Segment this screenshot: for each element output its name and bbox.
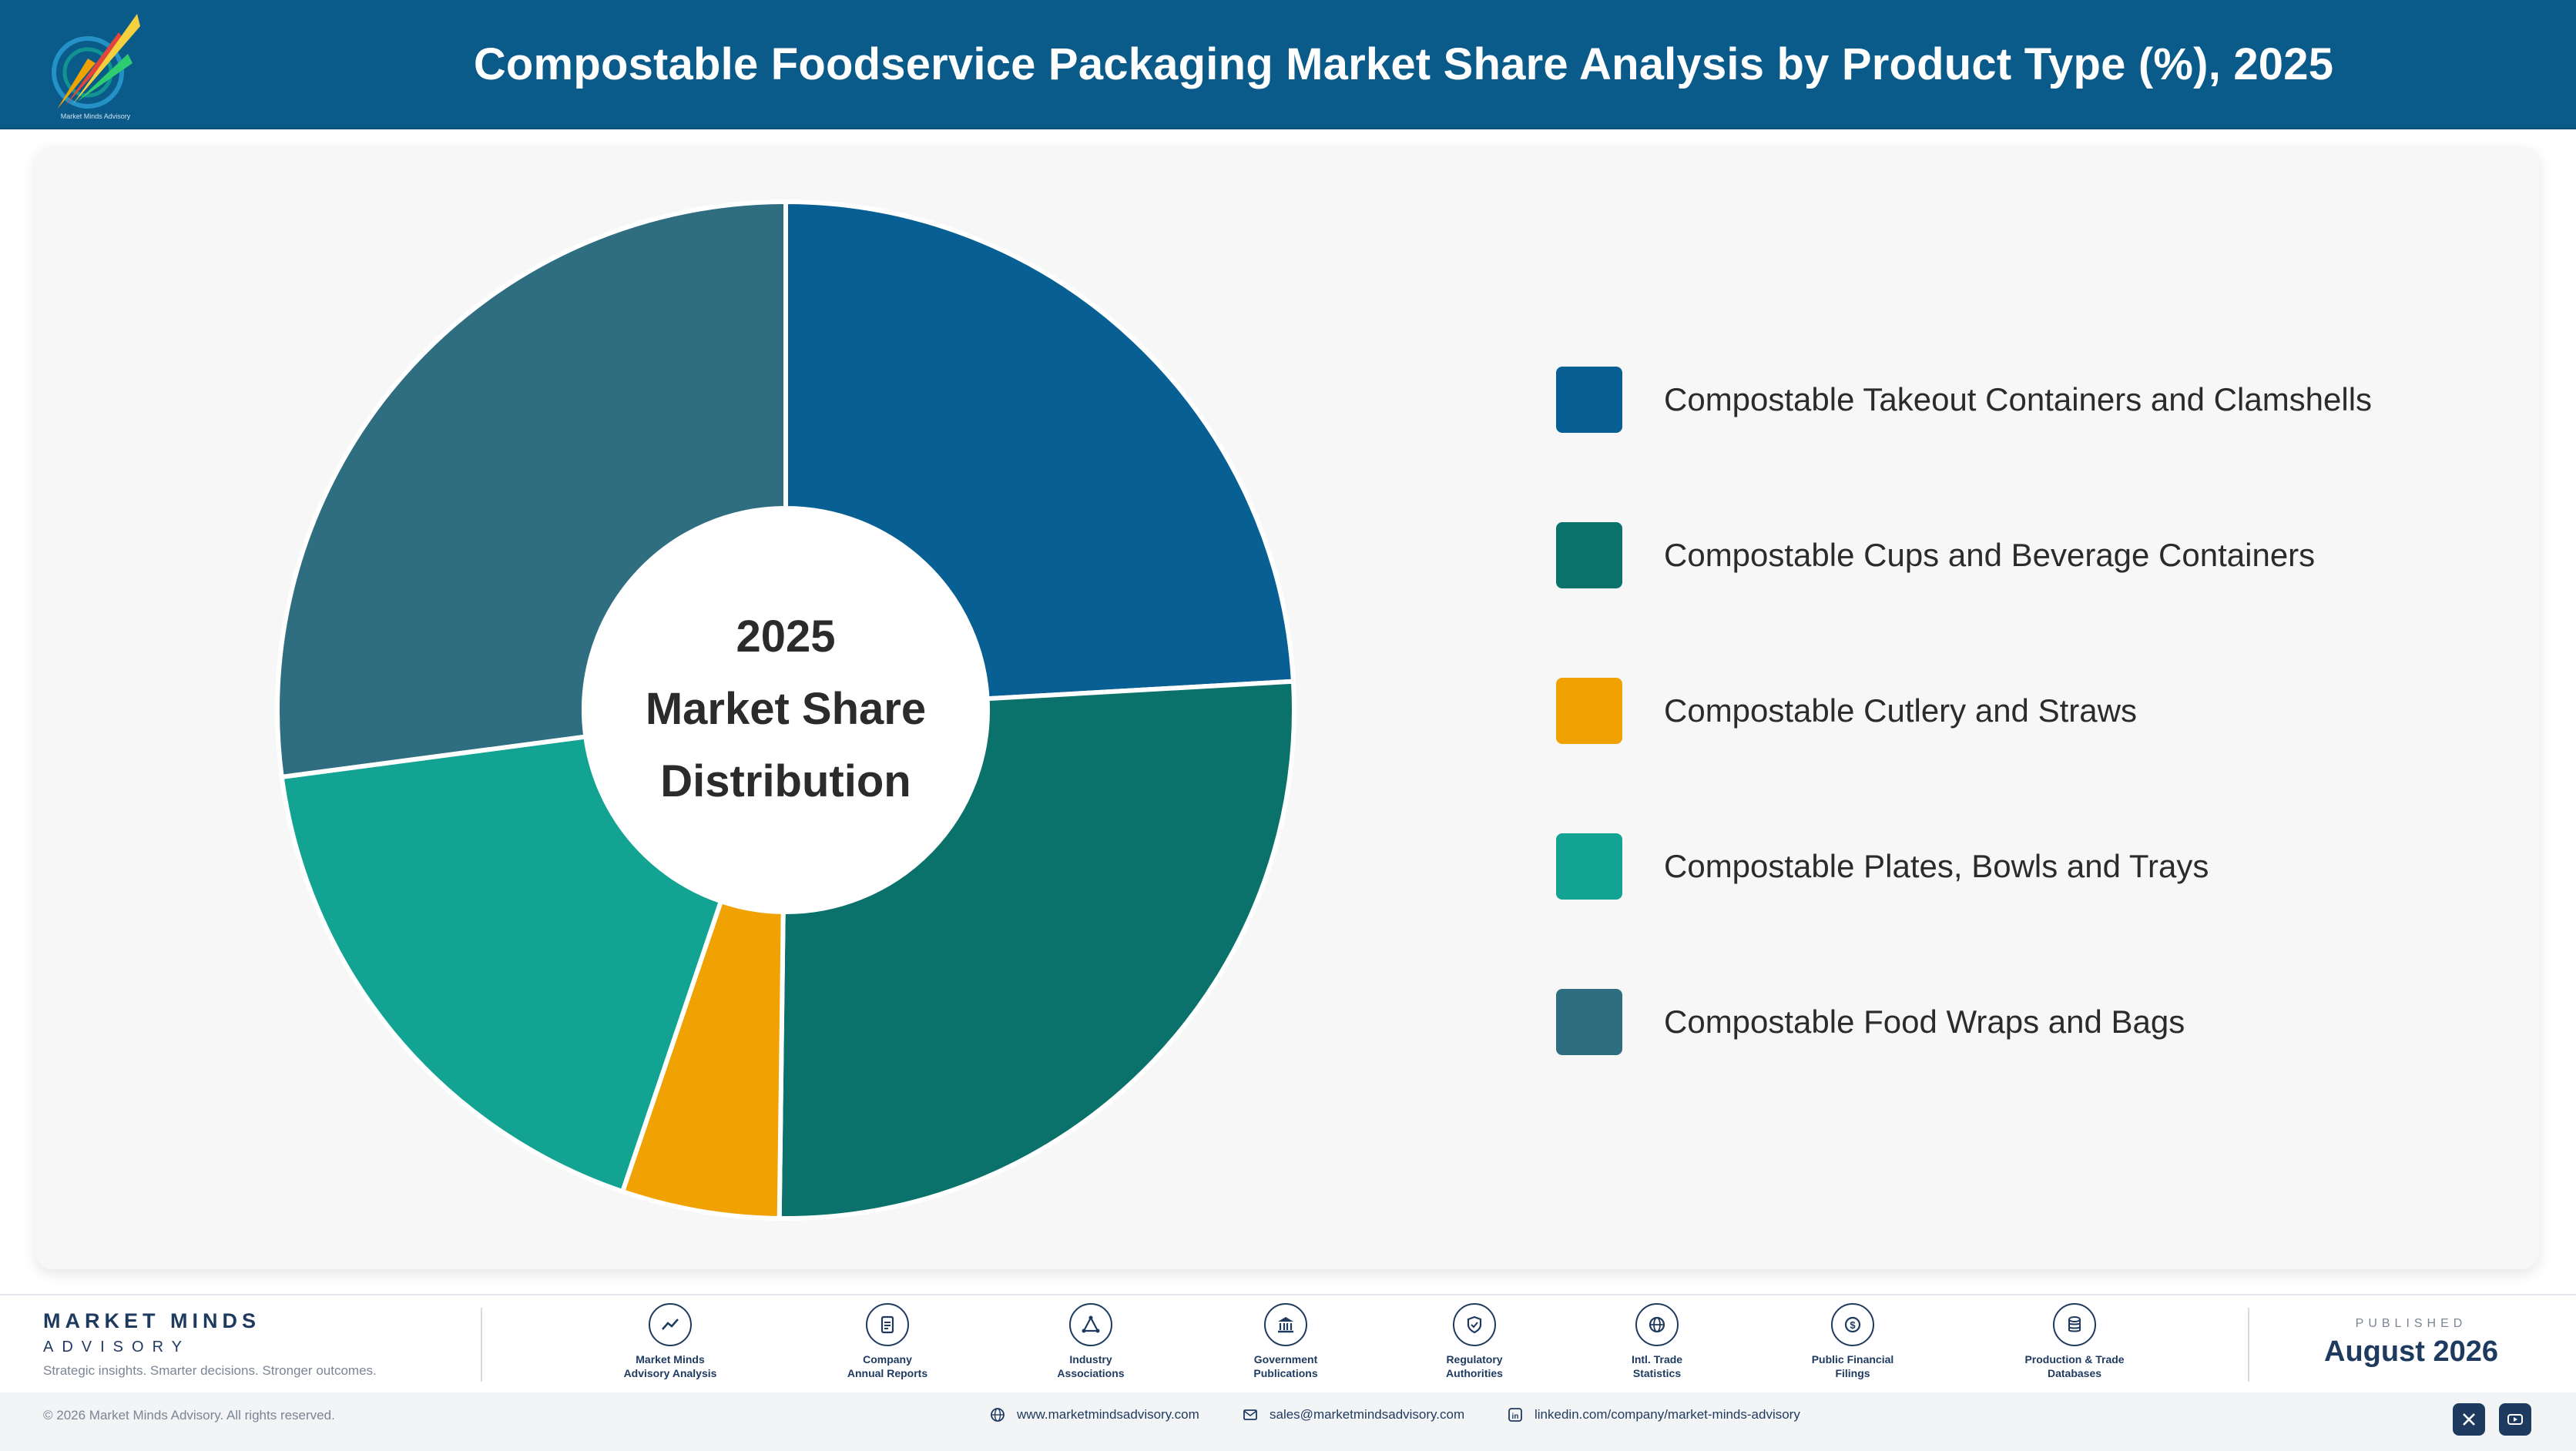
brand-subtitle: ADVISORY — [43, 1339, 190, 1355]
center-label-year: 2025 — [736, 612, 836, 662]
database-icon — [2053, 1303, 2096, 1346]
source-label: Advisory Analysis — [623, 1367, 717, 1379]
source-label: Regulatory — [1446, 1353, 1503, 1366]
svg-text:in: in — [1512, 1412, 1519, 1421]
bank-icon — [1264, 1303, 1307, 1346]
legend-item: Compostable Takeout Containers and Clams… — [1556, 367, 2480, 433]
published-label: PUBLISHED — [2355, 1317, 2467, 1330]
donut-center-label: 2025 Market Share Distribution — [639, 601, 932, 818]
x-icon — [2463, 1413, 2475, 1426]
email-link[interactable]: sales@marketmindsadvisory.com — [1242, 1406, 1464, 1423]
page-title: Compostable Foodservice Packaging Market… — [473, 39, 2334, 89]
logo-tagline: Market Minds Advisory — [61, 112, 131, 120]
legend-item: Compostable Cutlery and Straws — [1556, 678, 2480, 744]
globe-icon — [991, 1408, 1005, 1422]
source-trade-statistics: Intl. Trade Statistics — [1576, 1303, 1738, 1380]
header-bar: Market Minds Advisory Compostable Foodse… — [0, 0, 2576, 129]
globe-icon — [1635, 1303, 1679, 1346]
website-link[interactable]: www.marketmindsadvisory.com — [989, 1406, 1199, 1423]
source-financial-filings: $ Public Financial Filings — [1772, 1303, 1934, 1380]
source-label: Statistics — [1632, 1367, 1682, 1379]
legend-item: Compostable Food Wraps and Bags — [1556, 989, 2480, 1055]
source-government-publications: Government Publications — [1205, 1303, 1367, 1380]
document-icon — [866, 1303, 909, 1346]
network-icon — [1069, 1303, 1112, 1346]
source-label: Databases — [2047, 1367, 2102, 1379]
legend-swatch — [1556, 367, 1622, 433]
legend-label: Compostable Food Wraps and Bags — [1664, 1004, 2185, 1040]
youtube-social-button[interactable] — [2499, 1403, 2531, 1436]
source-industry-associations: Industry Associations — [1010, 1303, 1172, 1380]
brand-tagline: Strategic insights. Smarter decisions. S… — [43, 1363, 377, 1378]
footer: MARKET MINDS ADVISORY Strategic insights… — [0, 1294, 2576, 1451]
mail-icon — [1243, 1409, 1257, 1420]
legend-label: Compostable Cutlery and Straws — [1664, 692, 2137, 729]
source-label: Publications — [1253, 1367, 1318, 1379]
published-date: August 2026 — [2324, 1335, 2498, 1368]
divider — [2248, 1308, 2249, 1382]
legend-swatch — [1556, 522, 1622, 588]
company-logo: Market Minds Advisory — [52, 14, 140, 120]
center-label-line3: Distribution — [660, 756, 911, 806]
dollar-icon: $ — [1831, 1303, 1874, 1346]
brand-name: MARKET MINDS — [43, 1309, 260, 1332]
source-label: Government — [1253, 1353, 1318, 1366]
footer-sources-bar: MARKET MINDS ADVISORY Strategic insights… — [0, 1295, 2576, 1392]
source-company-reports: Company Annual Reports — [807, 1303, 968, 1380]
legend-item: Compostable Cups and Beverage Containers — [1556, 522, 2480, 588]
source-label: Company — [863, 1353, 912, 1366]
legend-item: Compostable Plates, Bowls and Trays — [1556, 833, 2480, 900]
divider — [481, 1308, 482, 1382]
donut-chart — [277, 202, 1294, 1218]
donut-hole — [584, 508, 988, 912]
source-trade-databases: Production & Trade Databases — [1994, 1303, 2155, 1380]
linkedin-text: linkedin.com/company/market-minds-adviso… — [1535, 1407, 1800, 1422]
legend-swatch — [1556, 678, 1622, 744]
source-label: Annual Reports — [847, 1367, 928, 1379]
legend-label: Compostable Cups and Beverage Containers — [1664, 537, 2316, 573]
linkedin-link[interactable]: in linkedin.com/company/market-minds-adv… — [1507, 1406, 1800, 1423]
source-regulatory-authorities: Regulatory Authorities — [1394, 1303, 1555, 1380]
source-market-minds-analysis: Market Minds Advisory Analysis — [589, 1303, 751, 1380]
trend-icon — [649, 1303, 692, 1346]
center-label-line2: Market Share — [645, 684, 927, 734]
source-label: Industry — [1069, 1353, 1112, 1366]
email-text: sales@marketmindsadvisory.com — [1270, 1407, 1465, 1422]
youtube-icon — [2507, 1414, 2523, 1425]
copyright-text: © 2026 Market Minds Advisory. All rights… — [43, 1408, 335, 1423]
legend-swatch — [1556, 833, 1622, 900]
source-label: Intl. Trade — [1631, 1353, 1683, 1366]
source-label: Associations — [1057, 1367, 1125, 1379]
source-label: Authorities — [1446, 1367, 1503, 1379]
source-label: Market Minds — [636, 1353, 705, 1366]
website-text: www.marketmindsadvisory.com — [1017, 1407, 1199, 1422]
source-label: Filings — [1835, 1367, 1870, 1379]
legend-swatch — [1556, 989, 1622, 1055]
source-label: Public Financial — [1811, 1353, 1894, 1366]
shield-icon — [1453, 1303, 1496, 1346]
source-label: Production & Trade — [2024, 1353, 2125, 1366]
legend-label: Compostable Plates, Bowls and Trays — [1664, 848, 2209, 884]
svg-text:$: $ — [1850, 1319, 1856, 1331]
linkedin-icon: in — [1508, 1408, 1522, 1422]
x-social-button[interactable] — [2453, 1403, 2485, 1436]
legend-label: Compostable Takeout Containers and Clams… — [1664, 381, 2373, 417]
